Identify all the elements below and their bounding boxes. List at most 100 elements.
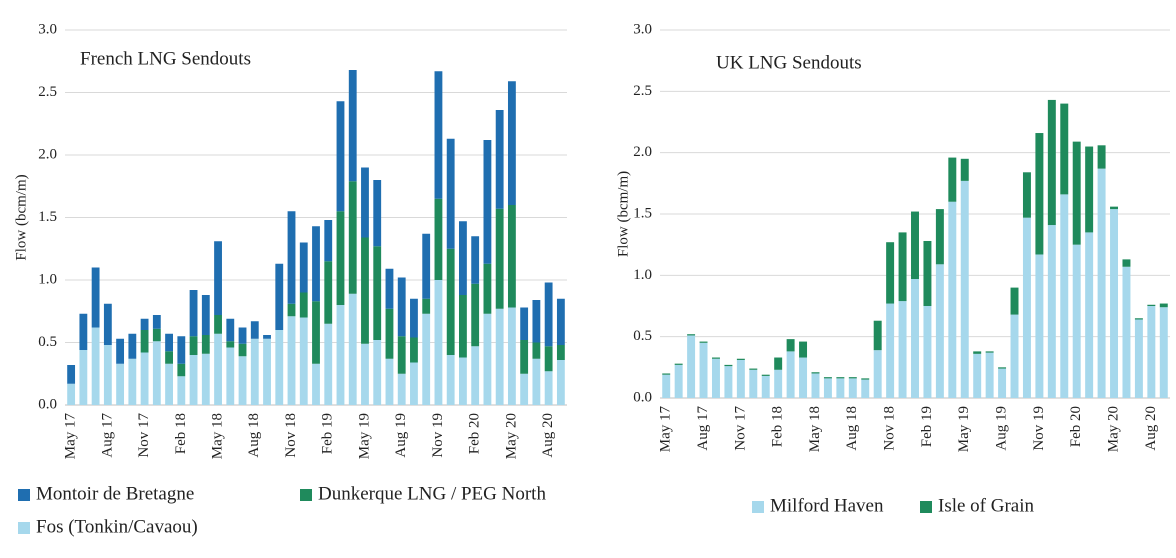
bar-segment [201, 295, 210, 335]
bar-segment [324, 220, 333, 262]
bar-segment [786, 351, 795, 398]
x-tick-label: May 17 [63, 413, 79, 460]
bar-segment [324, 261, 333, 324]
bar-segment [471, 236, 480, 284]
bar-segment [189, 355, 198, 405]
bar-segment [960, 180, 969, 398]
bar-segment [556, 345, 565, 360]
bar-segment [948, 201, 957, 398]
bar-segment [434, 280, 443, 405]
bar-segment [544, 346, 553, 372]
bar-segment [711, 358, 720, 398]
bar-segment [861, 378, 870, 380]
bar-segment [674, 363, 683, 365]
bar-segment [1159, 303, 1168, 308]
bar-segment [556, 298, 565, 345]
bar-segment [410, 362, 418, 405]
chart-title: French LNG Sendouts [80, 48, 251, 69]
bar-segment [299, 292, 308, 318]
bar-segment [736, 359, 745, 398]
bar-segment [238, 327, 247, 344]
bar-segment [556, 360, 565, 405]
bar-segment [459, 295, 467, 358]
x-tick-label: Nov 17 [732, 406, 748, 451]
x-tick-label: Feb 18 [173, 413, 189, 454]
bar-segment [165, 333, 173, 352]
bar-segment [214, 241, 222, 315]
bar-segment [699, 342, 708, 398]
bar-segment [250, 338, 259, 405]
bar-segment [1159, 307, 1168, 398]
x-tick-label: Aug 17 [695, 406, 711, 451]
bar-segment [532, 300, 541, 343]
bar-segment [336, 101, 345, 212]
bar-segment [177, 363, 186, 377]
bar-segment [336, 211, 345, 305]
bar-segment [749, 368, 758, 370]
legend-label: Fos (Tonkin/Cavaou) [36, 516, 198, 537]
y-tick-label: 1.5 [633, 205, 652, 221]
bar-segment [1010, 314, 1019, 398]
bar-segment [544, 371, 553, 405]
x-tick-label: May 18 [807, 406, 823, 452]
bar-segment [140, 352, 149, 405]
bar-segment [116, 363, 125, 405]
bar-segment [687, 335, 696, 398]
bar-segment [312, 363, 320, 405]
bar-segment [1047, 225, 1056, 398]
bar-segment [361, 167, 369, 238]
x-tick-label: Nov 18 [283, 413, 299, 458]
bar-segment [214, 333, 222, 405]
bar-segment [1110, 206, 1119, 210]
bar-segment [385, 358, 394, 405]
y-tick-label: 1.0 [633, 267, 652, 283]
y-tick-label: 3.0 [633, 21, 652, 37]
bar-segment [434, 71, 443, 199]
bar-segment [495, 308, 504, 405]
legend-swatch [920, 501, 932, 513]
bar-segment [373, 340, 382, 405]
x-tick-label: Feb 20 [467, 413, 483, 454]
bar-segment [483, 313, 492, 405]
x-tick-label: May 19 [956, 406, 972, 452]
bar-segment [446, 138, 455, 249]
bar-segment [761, 375, 770, 398]
y-tick-label: 2.5 [38, 84, 57, 100]
bar-segment [1060, 194, 1069, 398]
bar-segment [736, 358, 745, 360]
bar-segment [544, 282, 553, 347]
bar-segment [1072, 141, 1081, 245]
x-tick-label: May 17 [658, 406, 674, 453]
bar-segment [287, 303, 296, 317]
bar-segment [662, 374, 671, 398]
bar-segment [263, 335, 271, 339]
bar-segment [1110, 209, 1119, 398]
chart-title: UK LNG Sendouts [716, 52, 862, 73]
bar-segment [422, 298, 431, 314]
bar-segment [177, 376, 186, 405]
legend-label: Milford Haven [770, 495, 884, 516]
legend-label: Isle of Grain [938, 495, 1035, 516]
x-tick-label: Nov 18 [882, 406, 898, 451]
x-tick-label: Aug 19 [994, 406, 1010, 451]
bar-segment [724, 366, 733, 398]
bar-segment [1134, 318, 1143, 320]
bar-segment [336, 305, 345, 405]
bar-segment [385, 268, 394, 309]
bar-segment [973, 353, 982, 398]
x-tick-label: May 20 [1105, 406, 1121, 452]
bar-segment [935, 209, 944, 265]
bar-segment [312, 301, 320, 364]
bar-segment [79, 350, 88, 405]
x-tick-label: Aug 20 [540, 413, 556, 458]
x-tick-label: Aug 17 [99, 413, 115, 458]
x-tick-label: May 19 [356, 413, 372, 459]
bar-segment [397, 277, 406, 337]
bar-segment [774, 369, 783, 398]
bar-segment [238, 343, 247, 357]
bar-segment [1072, 244, 1081, 398]
x-tick-label: Aug 18 [844, 406, 860, 451]
bar-segment [79, 313, 88, 350]
bar-segment [152, 315, 161, 329]
